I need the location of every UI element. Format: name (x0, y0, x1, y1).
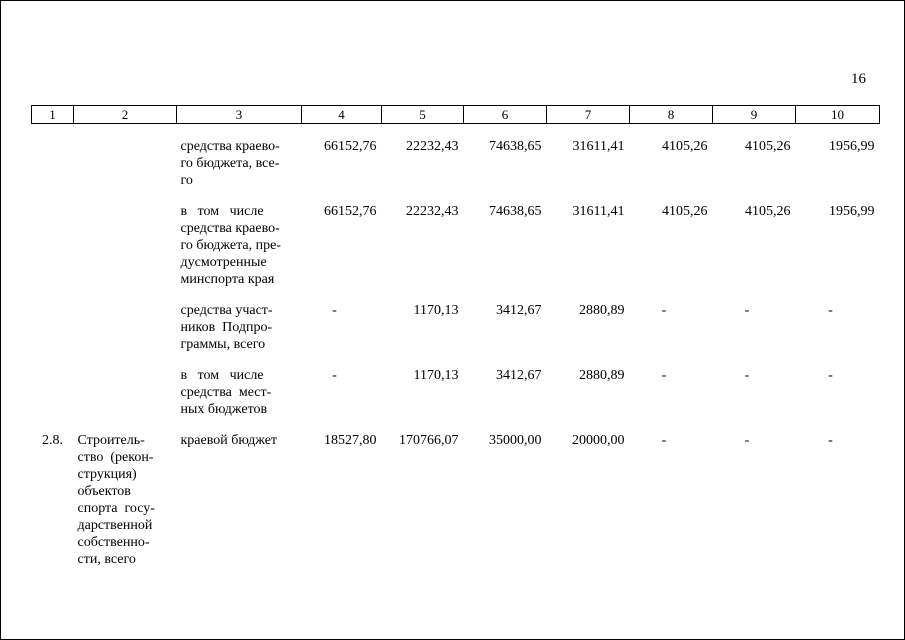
column-header: 5 (381, 105, 464, 124)
row-number-cell: 2.8. (42, 433, 63, 448)
column-header: 8 (629, 105, 713, 124)
value-cell: 4105,26 (745, 139, 791, 154)
value-cell: 4105,26 (662, 139, 708, 154)
value-cell: 4105,26 (662, 204, 708, 219)
program-name-cell (74, 203, 177, 302)
budget-type-cell: краевой бюджет (180, 433, 278, 448)
budget-type-cell: средства краево- го бюджета, все- го (180, 139, 280, 188)
value-cell: - (661, 303, 667, 318)
value-cell: - (661, 433, 667, 448)
budget-table: 1 2 3 4 5 6 7 8 9 10 средства краево- го… (31, 105, 880, 582)
column-header: 2 (73, 105, 177, 124)
table-row: 2.8. Строитель- ство (рекон- струкция) о… (32, 432, 880, 582)
value-cell: - (332, 368, 337, 383)
row-number-cell (32, 203, 74, 302)
table-header-row: 1 2 3 4 5 6 7 8 9 10 (31, 105, 880, 124)
value-cell: - (744, 368, 750, 383)
row-number-cell (32, 124, 74, 204)
value-cell: 66152,76 (324, 204, 377, 219)
column-header: 4 (301, 105, 382, 124)
column-header: 10 (795, 105, 880, 124)
column-header: 9 (712, 105, 796, 124)
value-cell: 1170,13 (413, 303, 459, 318)
value-cell: 74638,65 (489, 139, 542, 154)
column-header: 3 (176, 105, 302, 124)
table-row: средства участ- ников Подпро- граммы, вс… (32, 302, 880, 367)
value-cell: 2880,89 (579, 303, 625, 318)
value-cell: 1170,13 (413, 368, 459, 383)
column-header: 7 (546, 105, 630, 124)
value-cell: - (332, 303, 337, 318)
budget-type-cell: в том числе средства мест- ных бюджетов (180, 368, 272, 417)
program-name-cell (74, 124, 177, 204)
value-cell: 35000,00 (489, 433, 542, 448)
row-number-cell (32, 302, 74, 367)
value-cell: 170766,07 (399, 433, 459, 448)
value-cell: - (661, 368, 667, 383)
budget-type-cell: в том числе средства краево- го бюджета,… (180, 204, 281, 287)
page-number: 16 (851, 71, 866, 87)
row-number-cell (32, 367, 74, 432)
value-cell: 1956,99 (829, 139, 875, 154)
program-name-cell (74, 302, 177, 367)
value-cell: 3412,67 (496, 368, 542, 383)
value-cell: - (828, 433, 833, 448)
value-cell: 31611,41 (572, 204, 625, 219)
program-name-cell (74, 367, 177, 432)
table-row: средства краево- го бюджета, все- го 661… (32, 124, 880, 204)
value-cell: 18527,80 (324, 433, 377, 448)
value-cell: 20000,00 (572, 433, 625, 448)
value-cell: 22232,43 (406, 204, 459, 219)
column-header: 1 (31, 105, 74, 124)
value-cell: 31611,41 (572, 139, 625, 154)
value-cell: 3412,67 (496, 303, 542, 318)
value-cell: 22232,43 (406, 139, 459, 154)
value-cell: 1956,99 (829, 204, 875, 219)
value-cell: 4105,26 (745, 204, 791, 219)
program-name-cell: Строитель- ство (рекон- струкция) объект… (77, 433, 155, 567)
value-cell: - (744, 303, 750, 318)
value-cell: - (828, 303, 833, 318)
value-cell: - (828, 368, 833, 383)
value-cell: 66152,76 (324, 139, 377, 154)
budget-type-cell: средства участ- ников Подпро- граммы, вс… (180, 303, 273, 352)
table-row: в том числе средства мест- ных бюджетов … (32, 367, 880, 432)
value-cell: 74638,65 (489, 204, 542, 219)
column-header: 6 (463, 105, 547, 124)
value-cell: - (744, 433, 750, 448)
table-row: в том числе средства краево- го бюджета,… (32, 203, 880, 302)
value-cell: 2880,89 (579, 368, 625, 383)
